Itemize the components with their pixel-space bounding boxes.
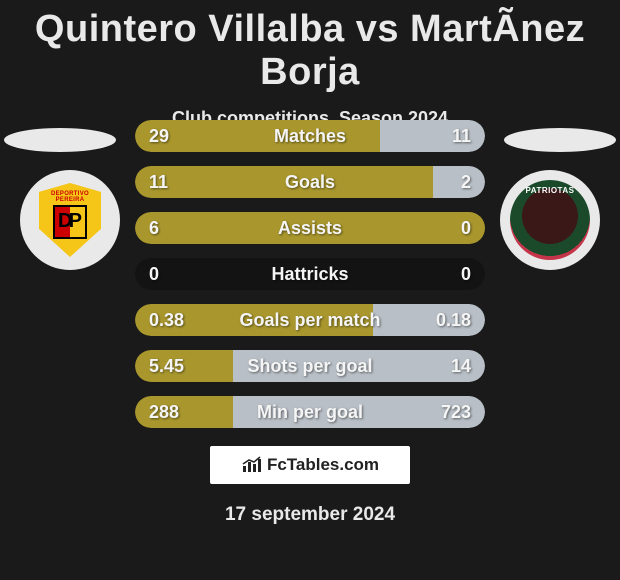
club-badge-left: DEPORTIVO PEREIRA D P	[20, 170, 120, 270]
deportivo-pereira-crest: DEPORTIVO PEREIRA D P	[39, 183, 101, 257]
stat-label: Goals per match	[135, 304, 485, 336]
stat-label: Min per goal	[135, 396, 485, 428]
stat-row: 288723Min per goal	[135, 396, 485, 428]
club-badge-right: PATRIOTAS	[500, 170, 600, 270]
badge-shadow-right	[504, 128, 616, 152]
stat-row: 112Goals	[135, 166, 485, 198]
stat-row: 2911Matches	[135, 120, 485, 152]
footer-brand-box: FcTables.com	[210, 446, 410, 484]
crest-banner-text: PATRIOTAS	[510, 186, 590, 195]
chart-icon	[241, 456, 263, 474]
stat-row: 0.380.18Goals per match	[135, 304, 485, 336]
crest-letter-p: P	[69, 210, 82, 233]
stat-row: 00Hattricks	[135, 258, 485, 290]
stat-label: Hattricks	[135, 258, 485, 290]
patriotas-crest: PATRIOTAS	[510, 180, 590, 260]
date-text: 17 september 2024	[0, 504, 620, 526]
stat-label: Goals	[135, 166, 485, 198]
footer-brand-text: FcTables.com	[267, 455, 379, 475]
stat-row: 60Assists	[135, 212, 485, 244]
stat-label: Matches	[135, 120, 485, 152]
badge-shadow-left	[4, 128, 116, 152]
crest-banner-text: DEPORTIVO PEREIRA	[39, 191, 101, 203]
stat-label: Assists	[135, 212, 485, 244]
page-title: Quintero Villalba vs MartÃ­nez Borja	[0, 0, 620, 94]
stat-label: Shots per goal	[135, 350, 485, 382]
stat-row: 5.4514Shots per goal	[135, 350, 485, 382]
stats-container: 2911Matches 112Goals 60Assists 00Hattricks 0…	[135, 120, 485, 442]
